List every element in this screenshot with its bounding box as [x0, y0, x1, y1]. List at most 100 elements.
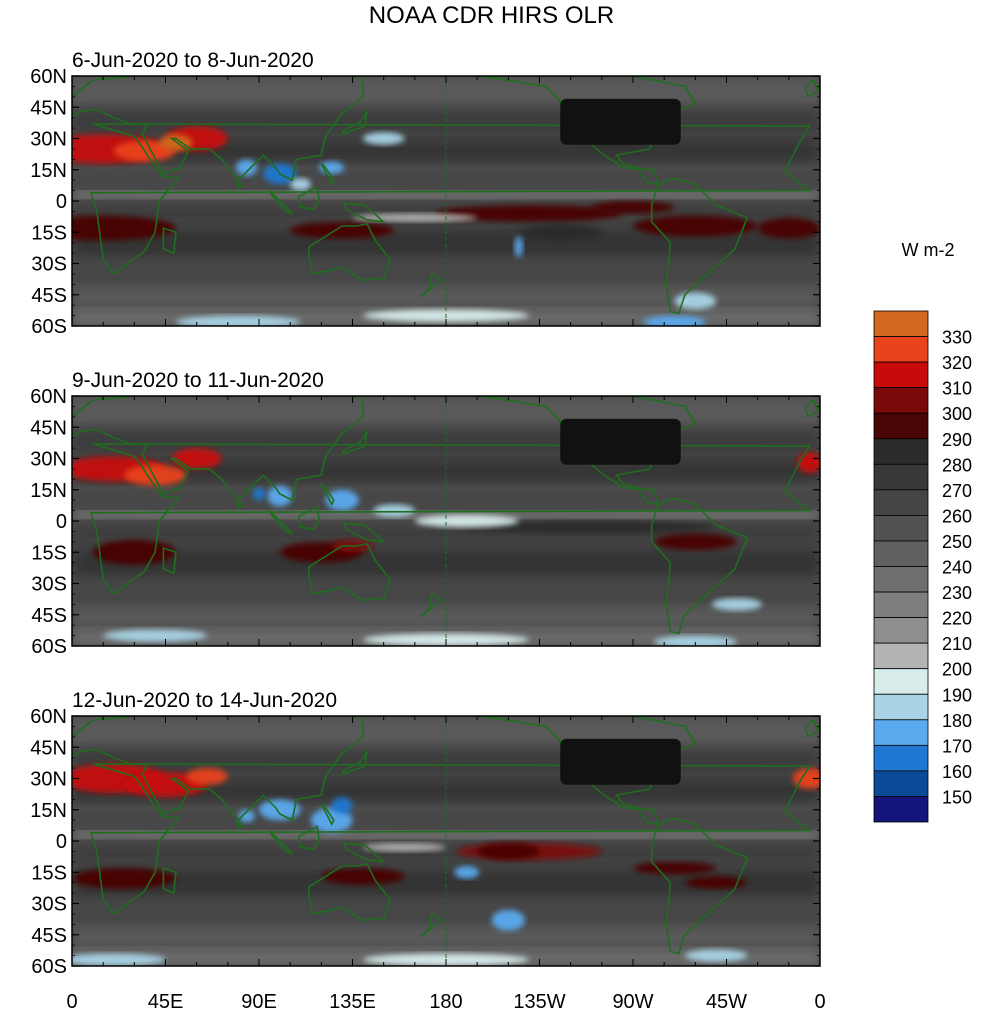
olr-band	[72, 780, 820, 802]
coastline	[297, 505, 321, 531]
lon-tick-label: 135W	[513, 991, 565, 1013]
olr-contour-region	[518, 223, 602, 241]
main-title: NOAA CDR HIRS OLR	[368, 2, 615, 29]
lon-tick-label: 45W	[706, 991, 747, 1013]
colorbar-box	[873, 515, 929, 542]
colorbar-box	[873, 540, 929, 567]
lat-tick-label: 0	[56, 191, 67, 213]
olr-contour-region	[290, 178, 311, 191]
coastline	[420, 592, 444, 618]
panel-title-1: 6-Jun-2020 to 8-Jun-2020	[72, 49, 314, 72]
lat-tick-label: 15N	[30, 480, 67, 502]
colorbar-level-label: 150	[942, 787, 972, 807]
olr-contour-region	[267, 485, 293, 507]
olr-contour-region	[259, 799, 301, 821]
olr-band	[72, 813, 820, 827]
olr-contour-region	[684, 949, 748, 962]
lat-tick-label: 60S	[31, 316, 67, 338]
lon-tick-label: 135E	[329, 991, 376, 1013]
colorbar-box	[873, 336, 929, 363]
colorbar-level-label: 260	[942, 506, 972, 526]
coastline	[320, 802, 335, 827]
colorbar-box	[873, 361, 929, 389]
coastline	[320, 482, 335, 507]
olr-contour-region	[362, 132, 405, 145]
coastline	[804, 398, 819, 419]
coastline	[237, 497, 244, 510]
colorbar-box	[873, 412, 929, 440]
olr-contour-region	[466, 521, 717, 534]
coastline	[89, 123, 812, 276]
coastline	[343, 842, 387, 863]
lat-tick-label: 30S	[31, 254, 67, 276]
olr-contour-region	[123, 464, 187, 486]
olr-contour-region	[103, 629, 208, 642]
lat-tick-label: 0	[56, 511, 67, 533]
colorbar-level-label: 190	[942, 685, 972, 705]
olr-band	[72, 140, 820, 162]
lat-tick-label: 45S	[31, 285, 67, 307]
coastline	[268, 510, 293, 535]
colorbar-level-label: 330	[942, 328, 972, 348]
coastline	[343, 522, 387, 543]
coastline	[89, 763, 812, 916]
coastline	[420, 272, 444, 298]
olr-contour-region	[236, 159, 257, 177]
coastline	[420, 912, 444, 938]
lon-tick-label: 0	[814, 991, 825, 1013]
coastline	[268, 190, 293, 215]
olr-contour-region	[321, 868, 405, 885]
coastline	[650, 177, 749, 315]
olr-contour-region	[591, 201, 675, 214]
olr-band	[72, 511, 820, 518]
olr-band	[72, 831, 820, 838]
olr-band	[72, 460, 820, 482]
lat-tick-label: 30S	[31, 894, 67, 916]
olr-contour-region	[252, 487, 266, 501]
olr-contour-region	[792, 768, 820, 789]
coastline	[162, 546, 177, 575]
coastline	[308, 862, 391, 922]
colorbar-level-label: 200	[942, 660, 972, 680]
colorbar-box	[873, 668, 929, 695]
lat-tick-label: 45S	[31, 925, 67, 947]
lat-tick-label: 45N	[30, 417, 67, 439]
olr-contour-region	[290, 221, 395, 239]
map-panel-3: 60N 45N 30N 15N 0 15S 30S 45S 60S 12-Jun-2020 to …	[30, 689, 821, 978]
colorbar-box	[873, 387, 929, 414]
lat-tick-label: 15N	[30, 160, 67, 182]
panel-title-2: 9-Jun-2020 to 11-Jun-2020	[72, 369, 324, 392]
olr-contour-region	[684, 876, 748, 889]
coastline	[340, 750, 368, 776]
colorbar-box	[873, 566, 929, 593]
coastline	[162, 866, 177, 895]
olr-contour-region	[414, 514, 519, 528]
coastline	[72, 76, 364, 182]
colorbar-level-label: 220	[942, 609, 972, 629]
colorbar-box	[873, 796, 929, 823]
colorbar-level-label: 240	[942, 558, 972, 578]
colorbar-level-label: 300	[942, 404, 972, 424]
coastline	[340, 110, 368, 136]
olr-band	[72, 191, 820, 198]
lat-tick-label: 45N	[30, 737, 67, 759]
colorbar-level-label: 280	[942, 455, 972, 475]
panel-title-3: 12-Jun-2020 to 14-Jun-2020	[72, 689, 337, 712]
olr-contour-region	[159, 134, 193, 152]
coastline	[89, 443, 812, 596]
olr-contour-region	[633, 215, 758, 237]
coastline	[72, 716, 364, 822]
olr-contour-region	[643, 315, 706, 326]
us-state-lines	[560, 98, 681, 145]
olr-contour-region	[92, 539, 176, 565]
coastline	[308, 222, 391, 282]
olr-contour-region	[373, 504, 415, 517]
lon-tick-label: 180	[429, 991, 462, 1013]
lat-tick-label: 60N	[30, 386, 67, 408]
olr-contour-region	[72, 868, 176, 889]
coastline	[237, 177, 244, 190]
olr-contour-region	[186, 768, 228, 785]
coastline	[343, 202, 387, 223]
colorbar-level-label: 210	[942, 634, 972, 654]
